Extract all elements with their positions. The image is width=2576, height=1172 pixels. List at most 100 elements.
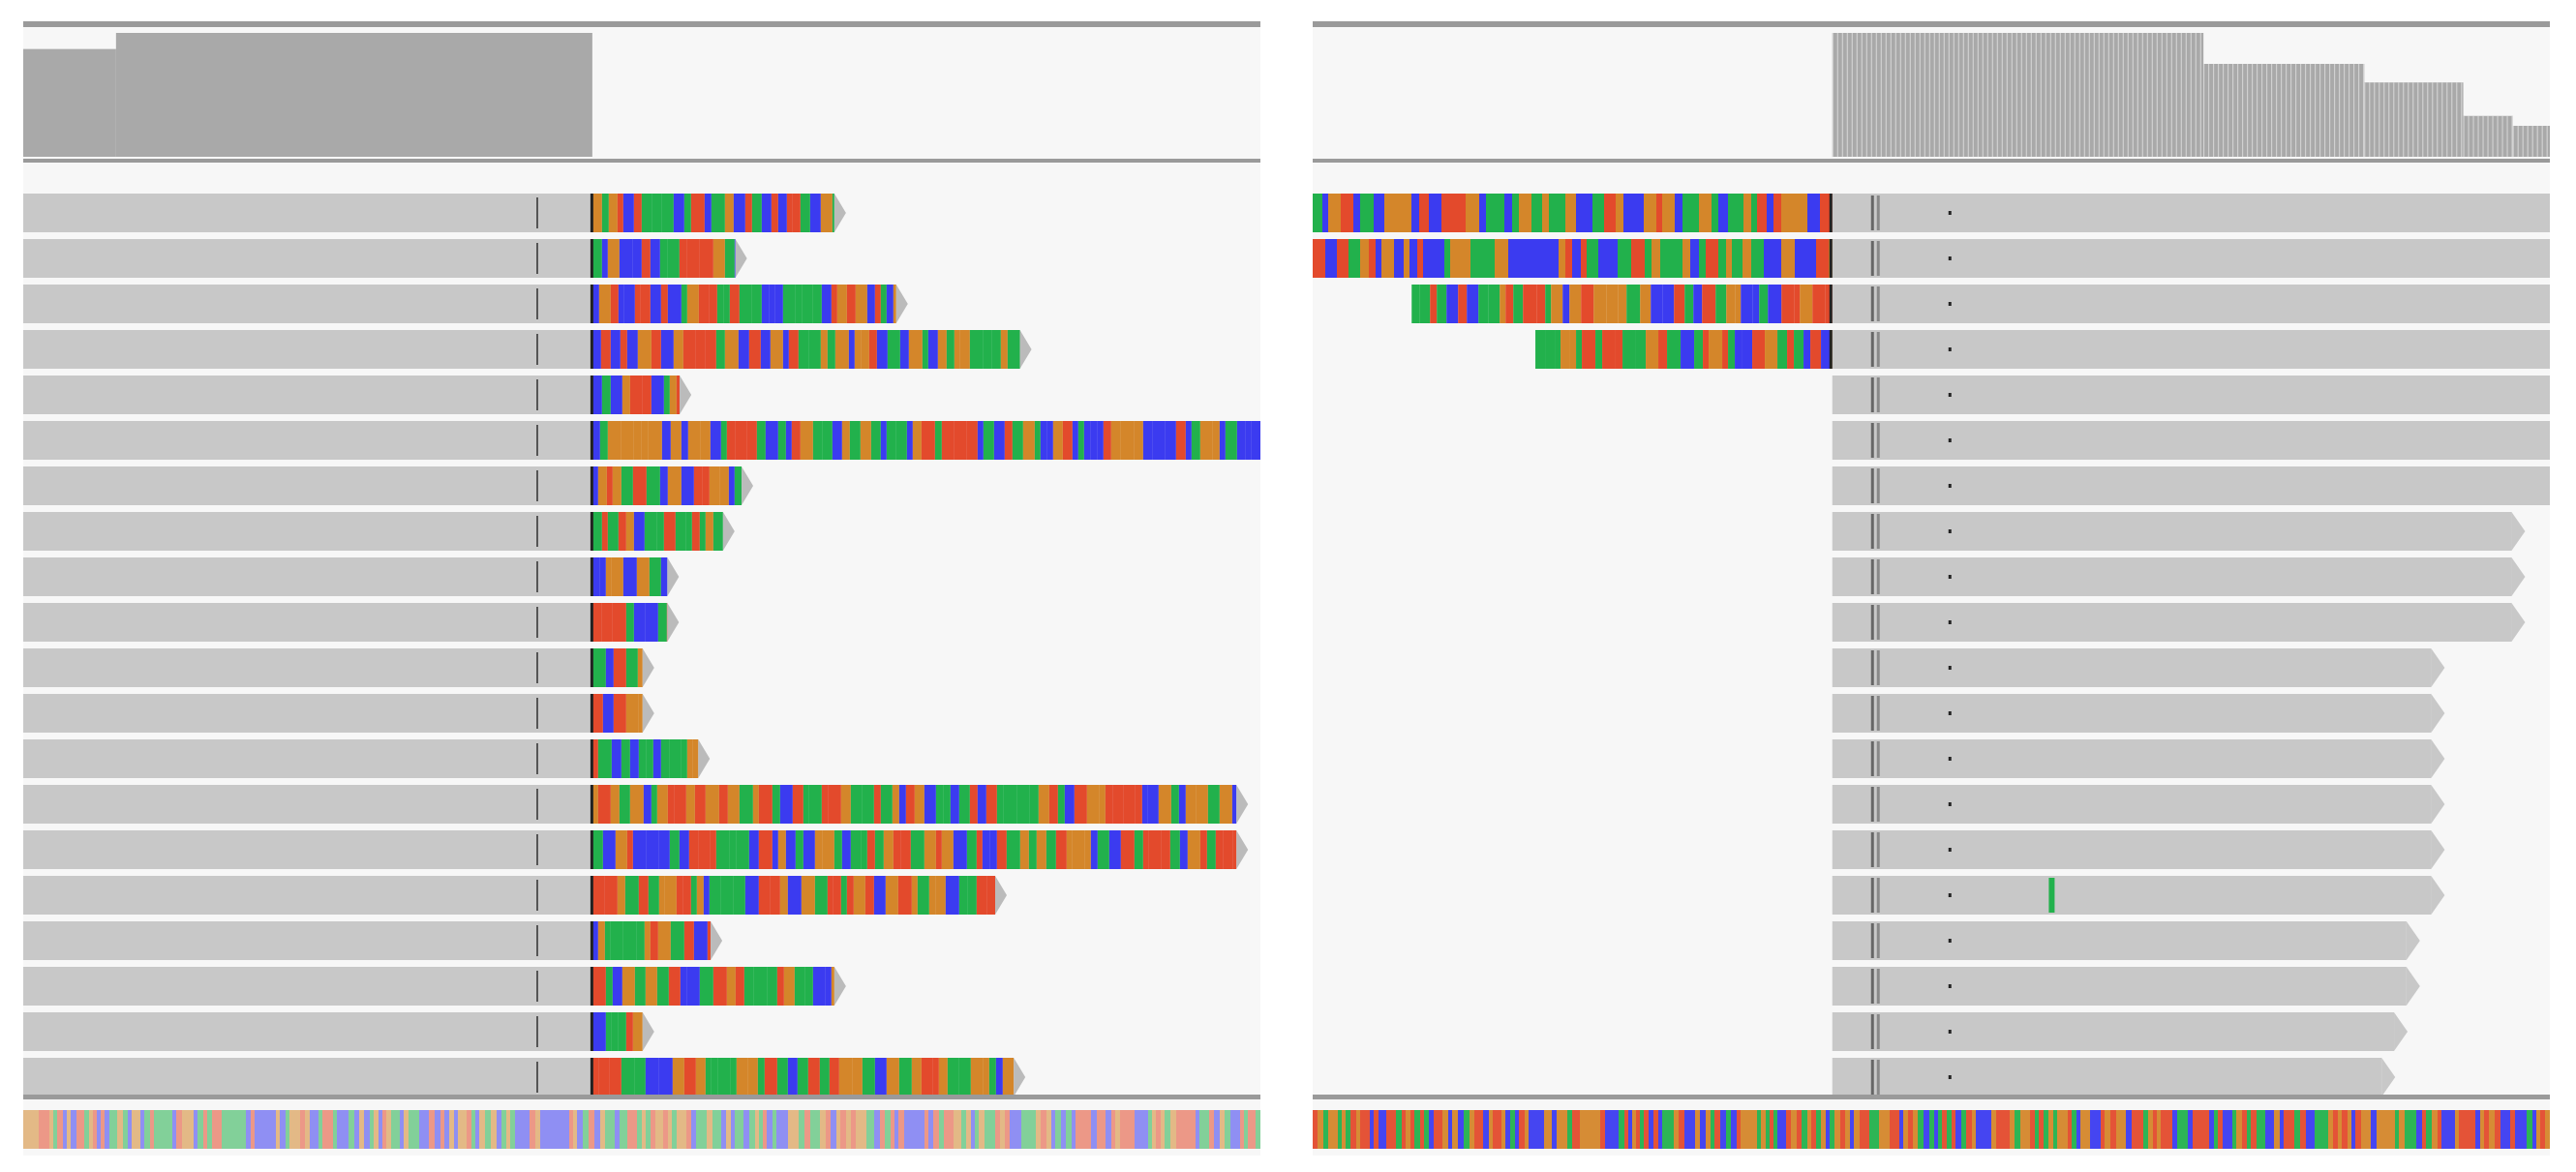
clip-boundary	[1829, 330, 1833, 369]
clip-boundary	[590, 1012, 593, 1051]
read-end-arrow	[1019, 330, 1032, 369]
alignment-read	[1832, 512, 2526, 551]
alignment-read	[1832, 876, 2445, 915]
coverage-divider	[23, 159, 1260, 163]
clip-boundary	[1829, 194, 1833, 232]
soft-clipped-bases	[591, 603, 668, 642]
soft-clipped-bases	[1411, 285, 1833, 323]
alignment-read	[23, 876, 592, 915]
alignment-read	[23, 785, 592, 824]
alignment-read	[23, 194, 592, 232]
alignment-read	[1832, 1058, 2396, 1097]
clip-boundary	[590, 330, 593, 369]
soft-clipped-bases	[591, 239, 736, 278]
clip-boundary	[590, 967, 593, 1006]
soft-clipped-bases	[591, 876, 996, 915]
clip-boundary	[590, 876, 593, 915]
soft-clipped-bases	[591, 921, 712, 960]
read-end-arrow	[1236, 785, 1249, 824]
alignment-read	[23, 376, 592, 414]
read-end-arrow	[895, 285, 908, 323]
read-end-arrow	[742, 466, 754, 505]
soft-clipped-bases	[591, 830, 1237, 869]
alignment-read	[23, 830, 592, 869]
reference-sequence-track	[23, 1110, 1260, 1149]
coverage-divider	[1313, 159, 2550, 163]
read-end-arrow	[995, 876, 1008, 915]
soft-clipped-bases	[591, 285, 896, 323]
soft-clipped-bases	[591, 694, 643, 733]
clip-boundary	[1829, 285, 1833, 323]
coverage-bar	[1832, 33, 2204, 157]
clip-boundary	[590, 739, 593, 778]
clip-boundary	[590, 921, 593, 960]
top-rule	[1313, 21, 2550, 27]
read-end-arrow	[1014, 1058, 1026, 1097]
clip-boundary	[590, 466, 593, 505]
read-end-arrow	[642, 694, 654, 733]
alignment-read	[23, 967, 592, 1006]
soft-clipped-bases	[591, 466, 742, 505]
left-alignment-panel[interactable]	[23, 21, 1260, 1156]
alignment-read	[1832, 694, 2445, 733]
clip-boundary	[590, 239, 593, 278]
alignment-read	[1832, 785, 2445, 824]
coverage-track	[1832, 33, 2550, 157]
soft-clipped-bases	[591, 648, 643, 687]
alignment-read	[23, 1012, 592, 1051]
soft-clipped-bases	[1313, 239, 1833, 278]
soft-clipped-bases	[591, 967, 834, 1006]
right-alignment-panel[interactable]	[1313, 21, 2550, 1156]
alignment-read	[23, 285, 592, 323]
clip-boundary	[590, 285, 593, 323]
soft-clipped-bases	[591, 421, 1260, 460]
read-end-arrow	[722, 512, 735, 551]
coverage-bar	[23, 48, 116, 157]
read-end-arrow	[642, 648, 654, 687]
alignment-read	[1832, 648, 2445, 687]
alignment-read	[1832, 421, 2550, 460]
alignment-read	[23, 421, 592, 460]
clip-boundary	[590, 648, 593, 687]
alignment-read	[1832, 921, 2420, 960]
soft-clipped-bases	[591, 376, 681, 414]
coverage-track	[23, 33, 592, 157]
soft-clipped-bases	[591, 1058, 1015, 1097]
alignment-read	[1832, 330, 2550, 369]
alignment-read	[23, 603, 592, 642]
read-end-arrow	[667, 603, 680, 642]
read-end-arrow	[667, 557, 680, 596]
alignment-read	[23, 512, 592, 551]
soft-clipped-bases	[591, 785, 1237, 824]
soft-clipped-bases	[591, 194, 834, 232]
right-alignment-view	[1313, 21, 2550, 1156]
clip-boundary	[590, 785, 593, 824]
top-rule	[23, 21, 1260, 27]
soft-clipped-bases	[591, 1012, 643, 1051]
read-end-arrow	[680, 376, 692, 414]
alignment-read	[1832, 466, 2550, 505]
clip-boundary	[590, 194, 593, 232]
alignment-read	[23, 739, 592, 778]
alignment-read	[23, 557, 592, 596]
alignment-read	[23, 921, 592, 960]
alignment-read	[1832, 967, 2420, 1006]
clip-boundary	[590, 694, 593, 733]
sequence-divider	[1313, 1095, 2550, 1099]
read-end-arrow	[642, 1012, 654, 1051]
clip-boundary	[590, 1058, 593, 1097]
alignment-read	[1832, 557, 2526, 596]
sequence-divider	[23, 1095, 1260, 1099]
reference-sequence-track	[1313, 1110, 2550, 1149]
read-end-arrow	[698, 739, 711, 778]
read-end-arrow	[833, 194, 846, 232]
read-end-arrow	[711, 921, 723, 960]
coverage-bar	[2512, 126, 2550, 157]
soft-clipped-bases	[591, 739, 699, 778]
read-end-arrow	[1236, 830, 1249, 869]
alignment-read	[1832, 239, 2550, 278]
clip-boundary	[590, 376, 593, 414]
left-alignment-view	[23, 21, 1260, 1156]
alignment-read	[1832, 739, 2445, 778]
soft-clipped-bases	[591, 512, 723, 551]
